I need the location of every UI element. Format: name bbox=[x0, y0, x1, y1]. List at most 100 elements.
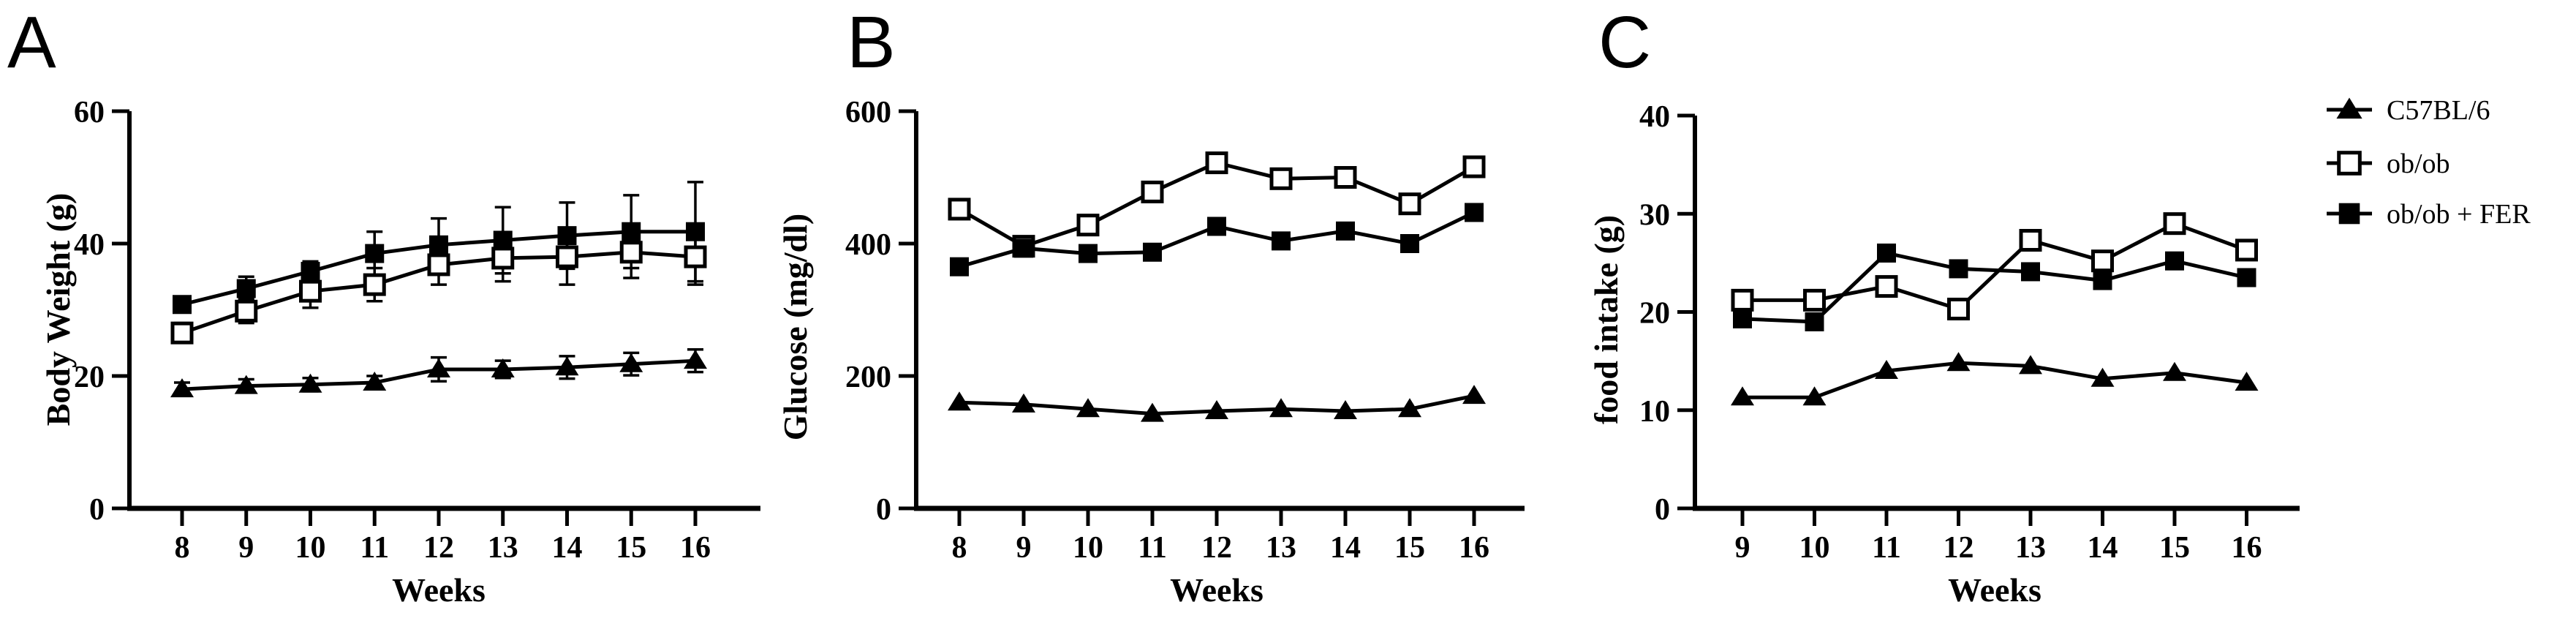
series-marker-filled-triangle bbox=[1076, 398, 1100, 418]
series-marker-filled-triangle bbox=[619, 353, 643, 372]
series-marker-filled-triangle bbox=[298, 373, 322, 393]
series-markers-filled-square bbox=[1733, 243, 2256, 331]
series-marker-filled-square bbox=[1207, 217, 1226, 236]
y-tick-label: 10 bbox=[1639, 395, 1670, 429]
x-tick-label: 9 bbox=[1735, 531, 1750, 565]
series-marker-open-square bbox=[491, 247, 515, 270]
x-tick-label: 11 bbox=[1872, 531, 1901, 565]
series-marker-open-square bbox=[1947, 297, 1970, 320]
x-tick-label: 12 bbox=[1201, 531, 1232, 565]
y-tick-label: 0 bbox=[89, 493, 105, 527]
series-marker-open-square bbox=[1141, 180, 1164, 203]
series-marker-filled-square bbox=[2165, 251, 2184, 271]
legend-item-open-square: ob/ob bbox=[2327, 148, 2450, 179]
series-marker-filled-square bbox=[365, 244, 385, 263]
y-axis-title: Glucose (mg/dl) bbox=[777, 214, 814, 440]
x-tick-label: 14 bbox=[2088, 531, 2118, 565]
series-marker-open-square bbox=[427, 253, 450, 276]
series-marker-filled-triangle bbox=[2336, 97, 2362, 119]
x-tick-label: 12 bbox=[1944, 531, 1974, 565]
y-axis-title: food intake (g) bbox=[1587, 215, 1625, 424]
series-markers-open-square bbox=[170, 241, 707, 345]
series-marker-filled-square bbox=[173, 295, 192, 315]
series-marker-filled-triangle bbox=[1946, 352, 1971, 372]
x-tick-label: 11 bbox=[1138, 531, 1167, 565]
series-marker-filled-square bbox=[1272, 231, 1291, 251]
series-marker-filled-square bbox=[2338, 203, 2360, 225]
series-marker-filled-square bbox=[1143, 242, 1162, 262]
series-marker-open-square bbox=[2091, 249, 2114, 273]
x-tick-label: 16 bbox=[680, 531, 711, 565]
series-marker-filled-square bbox=[1877, 243, 1896, 263]
series-marker-filled-triangle bbox=[1875, 360, 1898, 380]
series-marker-filled-square bbox=[429, 235, 448, 255]
series-marker-filled-triangle bbox=[1205, 399, 1228, 419]
y-tick-label: 200 bbox=[845, 361, 891, 394]
series-line-filled-triangle bbox=[1742, 361, 2247, 399]
series-marker-open-square bbox=[2163, 212, 2186, 236]
series-markers-filled-triangle bbox=[170, 350, 707, 398]
x-tick-label: 9 bbox=[238, 531, 254, 565]
series-marker-filled-triangle bbox=[1731, 386, 1754, 406]
x-tick-label: 15 bbox=[616, 531, 646, 565]
series-marker-filled-square bbox=[301, 262, 320, 282]
series-marker-open-square bbox=[1875, 275, 1898, 298]
series-marker-filled-triangle bbox=[1398, 398, 1421, 418]
x-tick-label: 8 bbox=[175, 531, 190, 565]
legend: C57BL/6 ob/ob ob/ob + FER bbox=[2327, 95, 2531, 230]
series-marker-open-square bbox=[1398, 192, 1421, 216]
x-tick-label: 9 bbox=[1016, 531, 1032, 565]
x-tick-label: 8 bbox=[952, 531, 967, 565]
x-tick-label: 11 bbox=[360, 531, 389, 565]
x-tick-label: 13 bbox=[1266, 531, 1296, 565]
series-marker-filled-square bbox=[950, 257, 969, 276]
x-axis-title: Weeks bbox=[1170, 571, 1264, 609]
series-marker-open-square bbox=[170, 321, 194, 345]
series-marker-filled-triangle bbox=[363, 372, 387, 391]
series-marker-open-square bbox=[1205, 151, 1228, 175]
series-marker-open-square bbox=[2019, 228, 2042, 252]
series-marker-filled-square bbox=[1805, 312, 1824, 331]
series-marker-filled-square bbox=[557, 226, 577, 246]
series-marker-open-square bbox=[1334, 166, 1357, 189]
x-axis-title: Weeks bbox=[1948, 571, 2041, 609]
series-markers-filled-square bbox=[950, 203, 1484, 276]
series-marker-open-square bbox=[2235, 238, 2258, 262]
series-marker-filled-square bbox=[1400, 234, 1419, 253]
series-marker-filled-triangle bbox=[1012, 393, 1035, 413]
series-marker-filled-square bbox=[1014, 238, 1033, 258]
panel-label: A bbox=[7, 1, 56, 83]
series-marker-open-square bbox=[363, 273, 386, 296]
series-marker-filled-triangle bbox=[1462, 385, 1486, 405]
series-marker-filled-triangle bbox=[2019, 355, 2042, 375]
x-tick-label: 13 bbox=[488, 531, 518, 565]
panel-C: C 0 10 20 30 40 9 10 11 12 13 14 15 16 food intake (g)… bbox=[1587, 1, 2300, 609]
legend-item-label: ob/ob bbox=[2387, 148, 2450, 179]
x-tick-label: 12 bbox=[423, 531, 454, 565]
y-tick-label: 0 bbox=[1655, 493, 1670, 527]
series-marker-filled-triangle bbox=[2163, 361, 2186, 381]
x-tick-label: 14 bbox=[1330, 531, 1361, 565]
series-line-filled-square bbox=[1742, 251, 2248, 324]
series-marker-filled-triangle bbox=[170, 378, 194, 398]
series-marker-open-square bbox=[684, 245, 707, 268]
series-marker-filled-triangle bbox=[684, 350, 707, 369]
series-marker-filled-triangle bbox=[1141, 402, 1164, 422]
series-marker-open-square bbox=[556, 245, 578, 268]
panel-label: B bbox=[847, 1, 896, 83]
series-marker-filled-triangle bbox=[491, 358, 515, 377]
series-marker-filled-square bbox=[236, 279, 256, 298]
series-marker-filled-triangle bbox=[2090, 367, 2115, 387]
y-tick-label: 40 bbox=[1639, 100, 1670, 134]
y-tick-label: 40 bbox=[74, 228, 105, 262]
panel-label: C bbox=[1598, 1, 1651, 83]
series-markers-open-square bbox=[1731, 212, 2258, 320]
y-tick-label: 600 bbox=[845, 96, 891, 129]
series-marker-open-square bbox=[2337, 151, 2362, 176]
series-marker-filled-triangle bbox=[1269, 398, 1293, 418]
series-marker-filled-square bbox=[1079, 244, 1098, 263]
legend-item-label: ob/ob + FER bbox=[2387, 199, 2531, 230]
x-tick-label: 15 bbox=[1394, 531, 1425, 565]
x-tick-label: 14 bbox=[552, 531, 583, 565]
